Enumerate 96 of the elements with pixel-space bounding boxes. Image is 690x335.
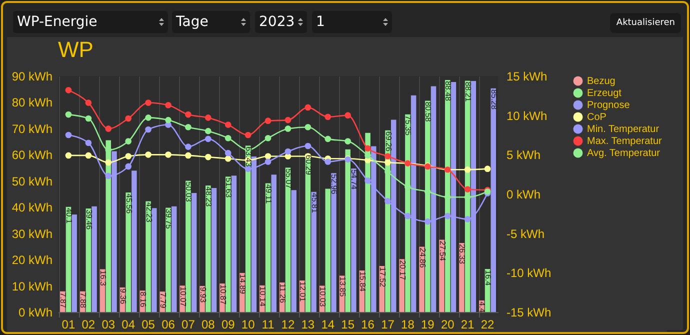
data-label: 88.21 bbox=[464, 82, 473, 102]
y2-tick-label: -15 kWh bbox=[506, 306, 552, 320]
y2-tick-label: 0 kWh bbox=[506, 188, 541, 202]
x-tick-label: 04 bbox=[122, 318, 136, 332]
data-label: 45.56 bbox=[124, 194, 134, 214]
x-tick-label: 03 bbox=[102, 318, 116, 332]
x-tick-label: 18 bbox=[401, 318, 415, 332]
data-label: 63.43 bbox=[244, 146, 254, 168]
data-label: 55.07 bbox=[284, 168, 293, 190]
data-label: 85.28 bbox=[489, 89, 498, 110]
y-tick-label: 60 kWh bbox=[12, 148, 52, 162]
y-tick-label: 30 kWh bbox=[12, 226, 52, 241]
y-tick-label: 10 kWh bbox=[12, 279, 52, 294]
x-tick-label: 11 bbox=[262, 318, 275, 332]
chart-title: WP bbox=[58, 37, 94, 62]
data-label: 75.35 bbox=[404, 115, 413, 136]
data-label: 48.23 bbox=[204, 186, 214, 208]
dropdown-field: 2023 bbox=[255, 11, 307, 33]
data-label: 14.89 bbox=[238, 274, 248, 295]
data-label: 45.81 bbox=[310, 192, 319, 214]
data-label: 7.87 bbox=[58, 292, 68, 308]
data-label: 27.54 bbox=[438, 240, 447, 262]
data-label: 9.36 bbox=[118, 288, 128, 305]
x-tick-label: 20 bbox=[440, 318, 455, 332]
data-label: 13.85 bbox=[338, 276, 347, 298]
y2-tick-label: -5 kWh bbox=[506, 226, 545, 241]
x-tick-label: 10 bbox=[241, 318, 256, 332]
y-tick-label: 0 kWh bbox=[18, 306, 52, 320]
button: Aktualisieren bbox=[610, 13, 681, 33]
x-tick-label: 01 bbox=[62, 318, 76, 332]
data-label: 26.33 bbox=[458, 244, 467, 265]
data-label: 8.16 bbox=[138, 292, 148, 308]
x-tick-label: 19 bbox=[420, 318, 435, 332]
y2-tick-label: -10 kWh bbox=[506, 266, 552, 280]
x-tick-label: 09 bbox=[221, 318, 236, 332]
y-tick-label: 90 kWh bbox=[12, 70, 52, 84]
x-tick-label: 13 bbox=[301, 318, 315, 332]
data-label: 54.74 bbox=[350, 169, 359, 190]
x-tick-label: 17 bbox=[381, 318, 395, 332]
x-tick-label: 21 bbox=[460, 318, 475, 332]
data-label: 20.17 bbox=[398, 260, 407, 281]
y2-tick-label: 15 kWh bbox=[506, 70, 548, 84]
dropdown-field: WP-Energie bbox=[13, 11, 168, 33]
legend-label: Max. Temperatur bbox=[587, 136, 663, 147]
y-tick-label: 70 kWh bbox=[12, 122, 52, 136]
data-label: 42.23 bbox=[144, 202, 154, 223]
data-label: 9.93 bbox=[198, 286, 208, 304]
legend-label: CoP bbox=[587, 112, 607, 123]
data-label: 15.84 bbox=[358, 271, 367, 292]
data-label: 49.11 bbox=[264, 184, 274, 204]
legend-label: Bezug bbox=[587, 76, 616, 87]
x-tick-label: 14 bbox=[321, 318, 335, 332]
data-label: 60.29 bbox=[304, 154, 313, 176]
data-label: 24.86 bbox=[418, 248, 427, 268]
y-tick-label: 40 kWh bbox=[12, 200, 52, 215]
data-label: 51.63 bbox=[224, 178, 234, 198]
data-label: 7.79 bbox=[158, 292, 168, 309]
legend-label: Min. Temperatur bbox=[587, 124, 660, 135]
y-tick-label: 80 kWh bbox=[12, 96, 52, 110]
legend-label: Erzeugt bbox=[587, 88, 622, 99]
legend-label: Avg. Temperatur bbox=[587, 148, 661, 159]
data-label: 40.1 bbox=[64, 208, 74, 224]
data-label: 39.46 bbox=[84, 210, 94, 230]
y2-tick-label: 10 kWh bbox=[506, 108, 548, 123]
legend-label: Prognose bbox=[587, 100, 630, 111]
x-tick-label: 07 bbox=[182, 318, 196, 332]
x-tick-label: 08 bbox=[201, 318, 216, 332]
x-tick-label: 12 bbox=[281, 318, 295, 332]
data-label: 50.03 bbox=[184, 182, 194, 202]
data-label: 88.48 bbox=[444, 80, 453, 102]
data-label: 7.88 bbox=[78, 292, 88, 308]
data-label: 10.07 bbox=[178, 286, 188, 308]
y2-tick-label: 5 kWh bbox=[506, 148, 541, 162]
x-tick-label: 22 bbox=[480, 318, 495, 332]
y-tick-label: 20 kWh bbox=[12, 253, 52, 268]
data-label: 11.26 bbox=[278, 283, 288, 304]
data-label: 80.58 bbox=[424, 102, 433, 122]
data-label: 10.87 bbox=[218, 284, 228, 306]
x-tick-label: 02 bbox=[82, 318, 96, 332]
x-tick-label: 05 bbox=[142, 318, 156, 332]
x-tick-label: 16 bbox=[361, 318, 375, 332]
dropdown-field: Tage bbox=[172, 11, 250, 33]
y-tick-label: 50 kWh bbox=[12, 174, 52, 188]
dropdown-field: 1 bbox=[312, 11, 392, 33]
data-label: 4.4 bbox=[478, 301, 487, 314]
data-label: 10.14 bbox=[258, 286, 268, 307]
data-label: 39.75 bbox=[164, 208, 174, 230]
data-label: 69.26 bbox=[384, 131, 393, 152]
x-tick-label: 15 bbox=[341, 318, 355, 332]
data-label: 16.4 bbox=[484, 270, 493, 286]
data-label: 10.03 bbox=[318, 286, 328, 308]
data-label: 12.01 bbox=[298, 282, 308, 302]
data-label: 16.3 bbox=[98, 270, 108, 286]
x-tick-label: 06 bbox=[162, 318, 176, 332]
data-label: 52.96 bbox=[330, 174, 339, 195]
data-label: 17.52 bbox=[378, 267, 387, 288]
